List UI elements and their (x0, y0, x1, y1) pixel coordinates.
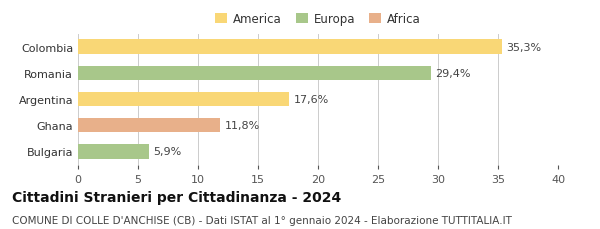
Text: 35,3%: 35,3% (506, 42, 542, 52)
Bar (78, 119, 220, 133)
Text: Cittadini Stranieri per Cittadinanza - 2024: Cittadini Stranieri per Cittadinanza - 2… (12, 190, 341, 204)
Text: 29,4%: 29,4% (436, 68, 471, 79)
Bar (78, 40, 502, 55)
Text: 11,8%: 11,8% (224, 121, 260, 131)
Bar (78, 66, 431, 81)
Legend: America, Europa, Africa: America, Europa, Africa (215, 13, 421, 26)
Text: 17,6%: 17,6% (294, 95, 329, 105)
Bar (78, 93, 289, 107)
Text: COMUNE DI COLLE D'ANCHISE (CB) - Dati ISTAT al 1° gennaio 2024 - Elaborazione TU: COMUNE DI COLLE D'ANCHISE (CB) - Dati IS… (12, 215, 512, 225)
Text: 5,9%: 5,9% (154, 147, 182, 157)
Bar (78, 144, 149, 159)
